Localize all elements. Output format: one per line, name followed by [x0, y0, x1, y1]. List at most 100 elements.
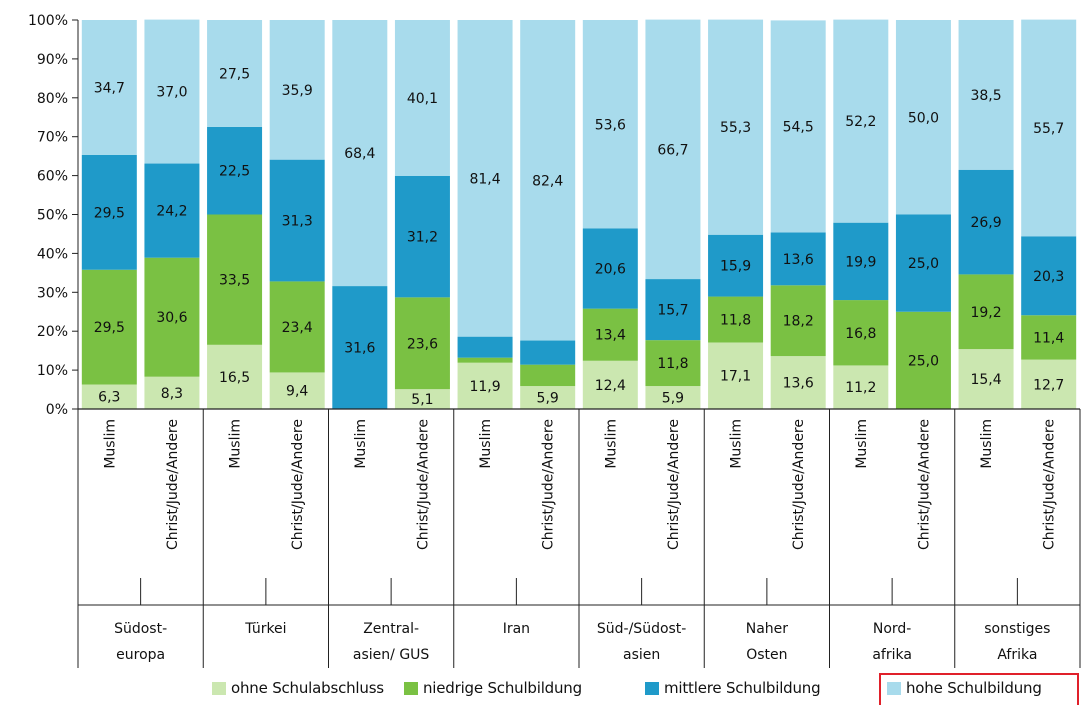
- x-subcategory-label: Christ/Jude/Andere: [1042, 419, 1058, 550]
- bar-segment-mittlere: [895, 214, 951, 312]
- bar-segment-niedrige: [144, 257, 200, 377]
- data-label: 31,6: [344, 341, 375, 357]
- bar-segment-niedrige: [708, 296, 764, 343]
- bar-segment-ohne: [1021, 359, 1077, 409]
- x-group-label: asien: [623, 647, 660, 663]
- data-label: 66,7: [657, 142, 688, 158]
- y-tick-label: 90%: [37, 52, 68, 68]
- data-label: 11,4: [1033, 330, 1064, 346]
- x-group-label: Zentral-: [363, 621, 419, 637]
- x-subcategory-label: Christ/Jude/Andere: [165, 419, 181, 550]
- data-label: 19,9: [845, 254, 876, 270]
- data-label: 29,5: [94, 205, 125, 221]
- x-group-label: sonstiges: [984, 621, 1050, 637]
- x-group-label: europa: [116, 647, 165, 663]
- x-subcategory-label: Muslim: [729, 419, 745, 469]
- data-label: 15,7: [657, 303, 688, 319]
- bar-segment-ohne: [520, 386, 576, 409]
- data-label: 24,2: [156, 204, 187, 220]
- bar-segment-niedrige: [1021, 315, 1077, 360]
- data-label: 55,7: [1033, 121, 1064, 137]
- bar-segment-mittlere: [332, 286, 388, 409]
- data-label: 31,2: [407, 230, 438, 246]
- bar-segment-mittlere: [708, 234, 764, 297]
- bar-segment-niedrige: [457, 357, 513, 363]
- data-label: 12,7: [1033, 377, 1064, 393]
- y-tick-label: 0%: [46, 402, 68, 418]
- legend-swatch-hohe: [887, 681, 901, 695]
- data-label: 35,9: [282, 83, 313, 99]
- x-subcategory-label: Muslim: [228, 419, 244, 469]
- data-label: 34,7: [94, 80, 125, 96]
- bar-segment-mittlere: [457, 336, 513, 358]
- data-label: 26,9: [970, 215, 1001, 231]
- bar-segment-mittlere: [582, 228, 638, 309]
- bar-segment-hohe: [144, 19, 200, 164]
- y-tick-label: 30%: [37, 285, 68, 301]
- axis-layer: 0% 10% 20% 30% 40% 50% 60% 70% 80% 90% 100%: [28, 13, 79, 418]
- bar-segment-niedrige: [81, 269, 137, 385]
- bar-segment-hohe: [81, 20, 137, 155]
- bar-segment-niedrige: [520, 364, 576, 387]
- x-group-label: Türkei: [244, 621, 286, 637]
- bar-segment-ohne: [582, 360, 638, 409]
- bar-segment-niedrige: [582, 308, 638, 361]
- data-label: 15,9: [720, 259, 751, 275]
- labels-layer: 6,3 29,5 29,5 34,7 8,3 30,6 24,2 37,0 16,5 33,5 22…: [94, 66, 1065, 408]
- y-tick-label: 50%: [37, 208, 68, 224]
- y-tick-label: 60%: [37, 169, 68, 185]
- x-axis-layer: Muslim Christ/Jude/Andere Muslim Christ/Jud…: [77, 408, 1081, 668]
- bar-segment-ohne: [958, 349, 1014, 409]
- x-group-label: Naher: [746, 621, 789, 637]
- bar-segment-mittlere: [394, 175, 450, 298]
- bar-segment-mittlere: [1021, 236, 1077, 316]
- bar-segment-mittlere: [144, 163, 200, 258]
- bar-segment-mittlere: [207, 126, 263, 215]
- x-subcategory-label: Christ/Jude/Andere: [290, 419, 306, 550]
- bar-segment-mittlere: [958, 169, 1014, 275]
- data-label: 29,5: [94, 320, 125, 336]
- legend-highlight-box: [879, 673, 1079, 705]
- bar-segment-ohne: [457, 362, 513, 409]
- bar-segment-hohe: [958, 20, 1014, 170]
- bar-segment-hohe: [895, 20, 951, 215]
- x-subcategory-label: Muslim: [102, 419, 118, 469]
- data-label: 19,2: [970, 305, 1001, 321]
- data-label: 16,8: [845, 326, 876, 342]
- x-group-label: asien/ GUS: [353, 647, 430, 663]
- bar-segment-mittlere: [81, 154, 137, 270]
- bar-segment-hohe: [394, 20, 450, 176]
- bar-segment-ohne: [144, 376, 200, 409]
- data-label: 13,6: [783, 252, 814, 268]
- data-label: 40,1: [407, 91, 438, 107]
- x-subcategory-label: Muslim: [603, 419, 619, 469]
- data-label: 30,6: [156, 310, 187, 326]
- data-label: 11,9: [469, 379, 500, 395]
- x-subcategory-label: Christ/Jude/Andere: [541, 419, 557, 550]
- data-label: 5,9: [662, 391, 684, 407]
- x-subcategory-label: Christ/Jude/Andere: [415, 419, 431, 550]
- data-label: 5,9: [537, 391, 559, 407]
- data-label: 11,2: [845, 380, 876, 396]
- y-tick-label: 100%: [28, 13, 68, 29]
- data-label: 52,2: [845, 114, 876, 130]
- bar-segment-ohne: [394, 389, 450, 409]
- data-label: 53,6: [595, 117, 626, 133]
- bar-segment-ohne: [207, 344, 263, 409]
- bar-segment-hohe: [708, 19, 764, 235]
- bar-segment-mittlere: [269, 159, 325, 282]
- data-label: 27,5: [219, 66, 250, 82]
- data-label: 68,4: [344, 146, 375, 162]
- legend-item-mittlere: mittlere Schulbildung: [645, 679, 821, 697]
- legend-item-hohe: hohe Schulbildung: [887, 679, 1042, 697]
- bar-segment-hohe: [833, 19, 889, 223]
- data-label: 31,3: [282, 214, 313, 230]
- x-group-label: Süd-/Südost-: [597, 621, 686, 637]
- bar-segment-hohe: [269, 20, 325, 160]
- legend-label-niedrige: niedrige Schulbildung: [423, 679, 582, 697]
- bar-segment-ohne: [770, 356, 826, 409]
- bar-segment-ohne: [645, 386, 701, 409]
- bar-segment-hohe: [1021, 19, 1077, 237]
- data-label: 8,3: [161, 386, 183, 402]
